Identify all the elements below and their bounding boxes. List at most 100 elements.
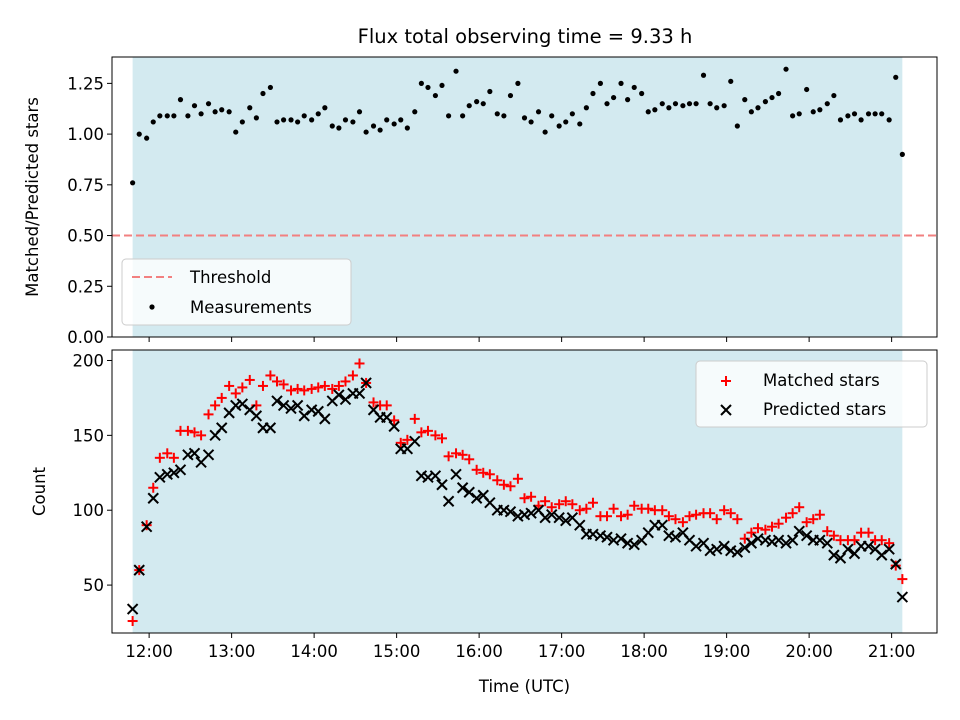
predicted-star-point	[628, 538, 640, 551]
matched-star-point	[141, 520, 152, 531]
measurement-point	[247, 105, 253, 111]
measurement-point	[597, 80, 604, 86]
bottom-y-tick-label: 50	[83, 576, 104, 595]
measurement-point	[776, 90, 782, 97]
bottom-panel: 50 100 150 200 12:00 13:00 14:00 15:00 16:00 17:0…	[30, 349, 938, 696]
matched-star-point	[884, 538, 895, 549]
matched-star-point	[292, 383, 303, 394]
predicted-star-point	[800, 529, 813, 542]
predicted-star-point	[621, 537, 634, 549]
measurement-point	[652, 107, 658, 113]
measurement-point	[899, 151, 905, 157]
measurement-point	[205, 101, 212, 107]
matched-star-point	[629, 500, 640, 511]
measurement-point	[734, 123, 740, 129]
measurement-point	[783, 66, 789, 72]
predicted-star-point	[250, 410, 263, 422]
measurement-point	[315, 111, 321, 117]
matched-star-point	[340, 376, 351, 387]
predicted-star-point	[291, 399, 304, 412]
measurement-point	[865, 111, 872, 117]
x-tick-label: 14:00	[290, 642, 338, 661]
measurement-point	[742, 97, 748, 103]
measurement-point	[267, 84, 273, 91]
matched-star-point	[746, 527, 757, 538]
measurement-point	[164, 113, 170, 119]
measurement-point	[845, 113, 851, 119]
predicted-star-point	[271, 395, 283, 407]
measurement-point	[577, 121, 583, 127]
legend-measurements-label: Measurements	[190, 298, 312, 317]
matched-star-point	[168, 452, 179, 463]
predicted-star-point	[298, 410, 310, 422]
bottom-legend: Matched stars Predicted stars	[695, 360, 928, 428]
matched-star-point	[354, 358, 365, 369]
legend-measurements-swatch	[149, 304, 155, 310]
measurement-point	[796, 111, 802, 117]
top-panel: 0.00 0.25 0.50 0.75 1.00 1.25 Threshold Measur…	[23, 56, 938, 347]
predicted-star-point	[182, 449, 194, 461]
top-y-axis-label: Matched/Predicted stars	[23, 97, 42, 297]
measurement-point	[672, 101, 679, 107]
predicted-star-point	[470, 492, 483, 504]
predicted-star-point	[828, 549, 840, 561]
bottom-y-tick-label: 100	[73, 501, 105, 520]
matched-star-point	[663, 511, 674, 522]
measurement-point	[219, 107, 225, 113]
measurement-point	[700, 72, 707, 78]
legend-matched-label: Matched stars	[763, 371, 880, 390]
predicted-star-point	[525, 507, 537, 519]
predicted-star-point	[442, 495, 455, 507]
predicted-star-point	[305, 404, 318, 416]
bottom-y-tick-label: 150	[73, 426, 105, 445]
matched-star-point	[616, 511, 627, 522]
matched-star-point	[416, 427, 427, 438]
matched-star-point	[409, 413, 420, 424]
predicted-star-point	[594, 529, 607, 542]
matched-star-point	[244, 374, 255, 385]
measurement-point	[707, 101, 713, 107]
measurement-point	[837, 117, 844, 123]
measurement-point	[177, 97, 184, 103]
predicted-star-point	[518, 509, 531, 521]
top-axes-frame	[111, 56, 938, 338]
bottom-y-axis-label: Count	[30, 466, 49, 516]
measurement-point	[363, 129, 369, 135]
predicted-star-point	[216, 422, 228, 434]
predicted-star-point	[450, 468, 462, 480]
predicted-star-point	[381, 411, 393, 424]
matched-star-point	[319, 380, 330, 391]
measurement-point	[370, 123, 377, 129]
matched-star-point	[567, 499, 578, 510]
matched-star-point	[863, 527, 874, 538]
matched-star-point	[437, 433, 447, 444]
predicted-star-point	[759, 534, 772, 546]
measurement-point	[556, 123, 562, 129]
matched-star-point	[711, 514, 722, 525]
x-axis-label: Time (UTC)	[478, 677, 570, 696]
bottom-axes: 50 100 150 200 12:00 13:00 14:00 15:00 16:00 17:0…	[73, 349, 938, 661]
x-tick-label: 12:00	[125, 642, 173, 661]
measurement-point	[639, 90, 645, 97]
measurement-point	[542, 129, 548, 135]
predicted-star-point	[161, 468, 173, 480]
matched-star-point	[581, 503, 592, 514]
matched-star-point	[505, 481, 516, 492]
measurement-point	[521, 115, 528, 121]
measurement-point	[769, 94, 775, 101]
measurement-point	[666, 105, 672, 111]
measurement-point	[350, 119, 356, 125]
matched-star-point	[189, 427, 200, 438]
matched-star-point	[230, 388, 241, 399]
predicted-star-point	[772, 534, 785, 546]
predicted-star-point	[264, 422, 277, 434]
measurement-point	[824, 101, 830, 107]
measurement-point	[817, 107, 823, 113]
matched-star-point	[347, 370, 358, 381]
predicted-star-point	[780, 537, 792, 549]
predicted-star-point	[319, 413, 331, 425]
matched-star-point	[464, 454, 475, 465]
matched-star-point	[608, 503, 619, 514]
measurement-point	[412, 109, 418, 115]
measurement-point	[198, 111, 204, 117]
